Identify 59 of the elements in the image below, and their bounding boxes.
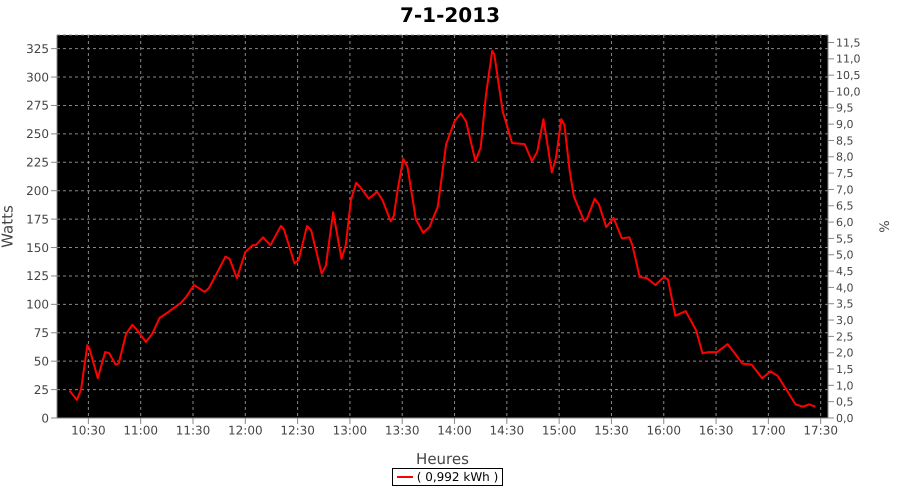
- x-tick-label: 17:30: [803, 424, 838, 438]
- x-axis-title: Heures: [416, 450, 470, 468]
- y2-tick-label: 9,5: [836, 102, 854, 115]
- x-tick-label: 10:30: [71, 424, 106, 438]
- y2-tick-label: 1,5: [836, 362, 854, 376]
- x-tick-label: 15:00: [542, 424, 576, 438]
- x-tick-label: 16:00: [646, 424, 682, 438]
- y2-tick-label: 4,5: [836, 264, 854, 278]
- x-tick-label: 11:30: [176, 424, 210, 438]
- y-tick-label: 175: [26, 212, 49, 226]
- y2-tick-label: 4,0: [836, 281, 854, 294]
- y2-tick-label: 2,0: [836, 346, 854, 360]
- x-tick-label: 12:30: [280, 424, 315, 438]
- y2-tick-label: 3,0: [836, 314, 854, 327]
- y2-tick-label: 5,5: [836, 232, 854, 246]
- y-tick-label: 25: [34, 382, 49, 397]
- y2-tick-label: 8,5: [836, 134, 854, 148]
- y2-tick-label: 8,0: [836, 150, 854, 164]
- y-tick-label: 250: [26, 127, 49, 142]
- y-tick-label: 125: [26, 269, 49, 284]
- y2-tick-label: 0,5: [836, 396, 854, 409]
- y-axis-title: Watts: [0, 205, 16, 248]
- y2-axis-title: %: [875, 220, 890, 233]
- x-tick-label: 13:00: [332, 424, 368, 438]
- x-tick-label: 15:30: [594, 424, 629, 438]
- y2-tick-label: 10,5: [836, 69, 860, 82]
- chart-title: 7-1-2013: [398, 2, 502, 29]
- y-tick-label: 50: [34, 354, 49, 368]
- y2-tick-label: 6,0: [836, 216, 854, 229]
- y2-tick-label: 9,0: [836, 118, 854, 132]
- y2-tick-label: 1,0: [836, 379, 854, 392]
- y2-tick-label: 2,5: [836, 330, 854, 344]
- x-tick-label: 12:00: [228, 424, 263, 438]
- x-tick-label: 14:30: [490, 424, 524, 438]
- y2-tick-label: 7,5: [836, 167, 854, 180]
- y-tick-label: 75: [34, 326, 49, 340]
- y2-tick-label: 0,0: [836, 412, 854, 425]
- y-tick-label: 275: [26, 98, 49, 113]
- y2-tick-label: 11,5: [836, 36, 860, 50]
- line-series: [68, 50, 816, 408]
- y-tick-label: 0: [41, 411, 49, 426]
- y2-tick-label: 3,5: [836, 298, 854, 311]
- x-tick-label: 14:00: [437, 424, 472, 438]
- y-tick-label: 325: [26, 42, 49, 56]
- y2-tick-label: 10,0: [836, 85, 860, 98]
- y-tick-label: 150: [26, 240, 49, 255]
- x-tick-label: 16:30: [698, 424, 734, 438]
- y2-tick-label: 7,0: [836, 183, 854, 196]
- y2-tick-label: 11,0: [836, 52, 860, 66]
- y2-tick-label: 5,0: [836, 248, 854, 262]
- y-tick-label: 225: [26, 156, 49, 170]
- y-tick-label: 300: [26, 70, 49, 84]
- x-tick-label: 17:00: [751, 424, 786, 438]
- x-tick-label: 11:00: [123, 424, 158, 438]
- y-tick-label: 200: [26, 184, 49, 198]
- y-tick-label: 100: [26, 298, 49, 312]
- legend-label: ( 0,992 kWh ): [416, 470, 498, 484]
- y2-tick-label: 6,5: [836, 200, 854, 213]
- x-tick-label: 13:30: [384, 424, 420, 438]
